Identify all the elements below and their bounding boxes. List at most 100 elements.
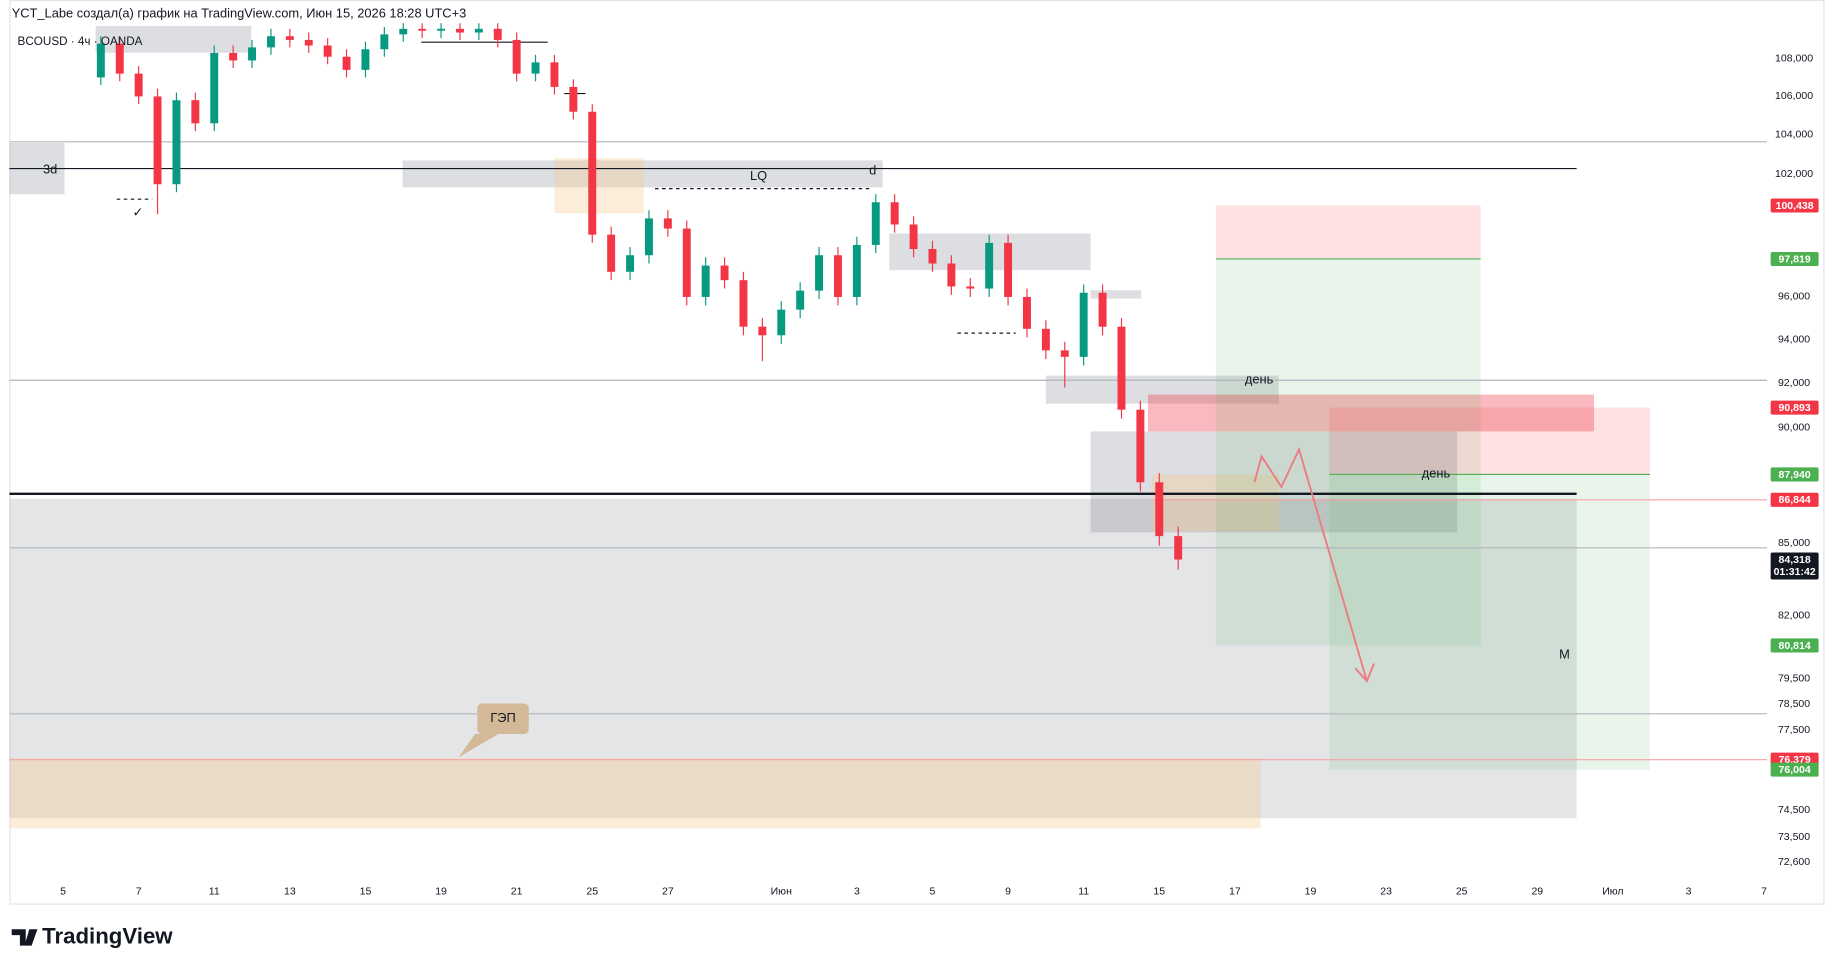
candle-body [966, 286, 975, 289]
zone [1090, 431, 1458, 533]
annotation: M [1559, 647, 1570, 662]
x-tick-label: 29 [1531, 886, 1543, 898]
candle-body [644, 218, 653, 256]
callout-bubble [458, 703, 529, 758]
candle-body [550, 62, 559, 87]
candle-body [437, 28, 446, 31]
price-tag [1770, 552, 1819, 580]
countdown-label: 01:31:42 [1774, 566, 1816, 578]
y-tick-label: 82,000 [1778, 610, 1810, 622]
candle-body [1023, 296, 1031, 329]
candle-body [342, 56, 351, 70]
y-tick-label: 106,000 [1775, 90, 1813, 102]
candle-body [304, 39, 313, 46]
x-tick-label: 15 [1153, 886, 1165, 898]
candle-body [1098, 292, 1107, 327]
y-tick-label: 74,500 [1778, 804, 1810, 816]
candle-body [323, 45, 332, 57]
price-tag [1770, 762, 1819, 777]
x-tick-label: 11 [209, 886, 220, 898]
zone [1147, 394, 1594, 432]
candle-body [1117, 326, 1126, 410]
y-tick-label: 78,500 [1778, 698, 1810, 710]
forecast-arrow [1253, 446, 1368, 682]
price-tag-label: 76,004 [1779, 764, 1811, 776]
candle-body [172, 100, 181, 185]
candle-body [418, 28, 427, 31]
candle-body [796, 290, 805, 310]
candle-body [777, 309, 786, 336]
candle-body [588, 111, 597, 235]
x-tick-label: 15 [360, 886, 372, 898]
arrow-head [1354, 663, 1375, 683]
x-tick-label: 25 [586, 886, 598, 898]
candle-body [361, 49, 370, 70]
price-tag-label: 87,940 [1779, 469, 1811, 481]
price-tag [1770, 198, 1819, 213]
candle-body [852, 244, 861, 297]
header-credit: YCT_Labe создал(а) график на TradingView… [12, 5, 467, 20]
annotation: LQ [750, 168, 767, 183]
price-tag [1770, 638, 1819, 653]
annotation: ✓ [132, 205, 143, 220]
candle-body [569, 86, 578, 112]
candle-body [1136, 409, 1145, 483]
y-tick-label: 77,500 [1778, 724, 1810, 736]
candle-body [399, 28, 408, 35]
candle-body [248, 47, 257, 61]
candle-body [1041, 328, 1050, 351]
position-reward [1329, 474, 1650, 770]
candle-body [682, 228, 691, 297]
candle-body [833, 255, 842, 297]
price-tag-label: 100,438 [1776, 200, 1814, 212]
candle-body [1079, 292, 1088, 357]
candle-body [985, 242, 994, 289]
position-risk [1329, 407, 1650, 475]
y-tick-label: 79,500 [1778, 672, 1810, 684]
candle-body [1004, 242, 1013, 297]
candle-body [96, 43, 105, 78]
candle-body [1174, 536, 1183, 560]
candle-body [531, 62, 540, 74]
candle-body [871, 202, 880, 245]
price-tag [1770, 400, 1819, 415]
zone [1152, 474, 1279, 532]
candle-body [455, 28, 464, 33]
candle-body [474, 28, 483, 33]
candle-body [890, 202, 899, 225]
candle-body [701, 265, 710, 297]
x-tick-label: 9 [1005, 886, 1011, 898]
x-tick-label: 27 [662, 886, 674, 898]
y-tick-label: 102,000 [1775, 168, 1813, 180]
x-tick-label: 7 [136, 886, 142, 898]
y-tick-label: 108,000 [1775, 52, 1813, 64]
y-tick-label: 92,000 [1778, 377, 1810, 389]
candle-body [266, 36, 275, 48]
x-tick-label: 7 [1761, 886, 1767, 898]
y-tick-label: 72,600 [1778, 856, 1810, 868]
x-tick-label: 5 [60, 886, 66, 898]
y-tick-label: 94,000 [1778, 333, 1810, 345]
candle-body [758, 326, 767, 336]
candle-body [191, 100, 200, 124]
candle-body [663, 218, 672, 229]
candle-body [739, 280, 748, 327]
candle-body [380, 34, 389, 50]
candle-body [815, 255, 824, 291]
price-tag [1770, 467, 1819, 482]
candle-body [626, 255, 635, 272]
logo-text: TradingView [42, 923, 173, 948]
plot-area: 3d LQ d день день M ✓ ГЭП [9, 23, 1768, 829]
zone [9, 498, 1577, 819]
candle-body [928, 249, 937, 264]
price-tag-label: 84,318 [1779, 554, 1811, 566]
price-tag-label: 80,814 [1779, 640, 1811, 652]
candle-body [909, 224, 918, 250]
x-tick-label: Июн [771, 886, 792, 898]
x-tick-label: 3 [1686, 886, 1692, 898]
y-tick-label: 73,500 [1778, 831, 1810, 843]
price-tag [1770, 492, 1819, 507]
